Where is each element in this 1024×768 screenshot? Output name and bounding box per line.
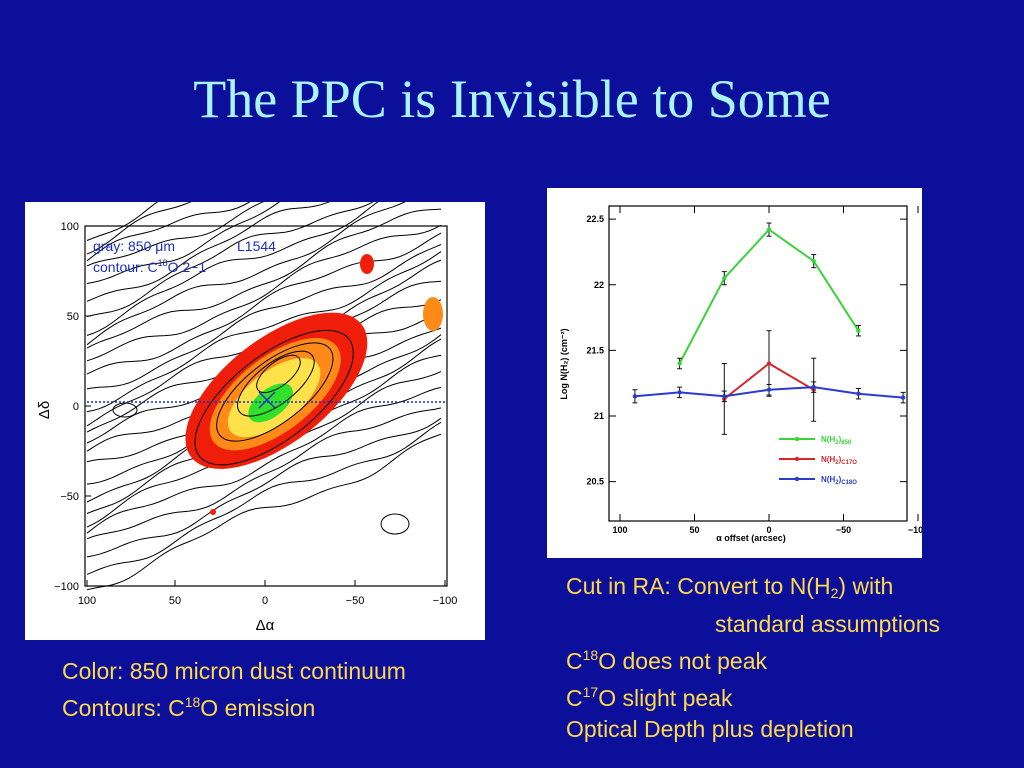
left-caption-line1: Color: 850 micron dust continuum	[62, 658, 406, 684]
contour-line	[86, 224, 442, 362]
data-point	[722, 275, 727, 281]
right-caption-line5: Optical Depth plus depletion	[566, 716, 854, 742]
center-cross-marker	[258, 391, 276, 409]
data-point	[811, 384, 816, 390]
chart-legend: N(H2)850 N(H2)C17O N(H2)C18O	[779, 435, 857, 486]
chart-y-tick-label: 21	[594, 411, 604, 421]
chart-x-tick-label: −50	[836, 525, 851, 535]
dust-emission-map	[185, 312, 368, 469]
chart-y-tick-label: 21.5	[586, 345, 604, 355]
contour-y-tick-label: 0	[73, 401, 79, 413]
left-caption: Color: 850 micron dust continuum Contour…	[62, 656, 406, 724]
contour-line	[86, 208, 442, 349]
chart-x-tick-label: 50	[689, 525, 699, 535]
data-point	[856, 391, 861, 396]
contour-x-tick-label: −50	[346, 595, 365, 607]
data-point	[811, 258, 816, 264]
contour-x-ticks: 100 50 0 −50 −100	[78, 580, 458, 607]
contour-x-tick-label: −100	[433, 595, 458, 607]
contour-line	[86, 185, 442, 346]
chart-x-tick-label: 0	[766, 525, 771, 535]
data-point	[766, 387, 772, 392]
contour-line	[86, 251, 442, 413]
right-caption-line2: standard assumptions	[715, 611, 941, 637]
left-caption-line2: Contours: C18O emission	[62, 694, 316, 721]
chart-x-axis-label: α offset (arcsec)	[716, 533, 786, 543]
legend-entry: N(H2)850	[821, 435, 852, 446]
dust-spot-south	[210, 509, 216, 515]
chart-series-2	[632, 381, 906, 404]
dust-spot-north	[360, 254, 374, 274]
contour-line	[86, 232, 442, 375]
contour-line	[86, 244, 442, 390]
contour-y-tick-label: 50	[67, 311, 79, 323]
core-contours	[194, 329, 354, 466]
chart-y-tick-label: 20.5	[586, 477, 604, 487]
chart-x-tick-label: 100	[612, 525, 627, 535]
data-point	[677, 361, 682, 366]
contour-map-svg: gray: 850 μm L1544 contour: C18O 2−1 100 5…	[36, 81, 458, 634]
contour-line	[86, 433, 442, 591]
contour-y-tick-label: −100	[54, 581, 79, 593]
chart-y-tick-label: 22.5	[586, 214, 604, 224]
data-point	[766, 227, 772, 232]
contour-line	[86, 421, 442, 575]
contour-line	[86, 417, 442, 558]
contour-line	[86, 407, 442, 540]
contour-x-tick-label: 50	[169, 595, 181, 607]
contour-y-axis-label: Δδ	[36, 401, 53, 419]
data-point	[900, 395, 906, 400]
chart-axis-ticks: 100 50 0 −50 −100 20.5 21 21.5 22 22.5	[586, 206, 928, 535]
data-point	[766, 361, 772, 366]
chart-frame	[608, 205, 908, 522]
contour-y-tick-label: −50	[60, 491, 79, 503]
data-point	[632, 394, 638, 399]
contour-legend-line1: gray: 850 μm L1544	[93, 238, 276, 254]
contour-y-ticks: 100 50 0 −50 −100	[54, 221, 91, 593]
right-caption-line1: Cut in RA: Convert to N(H2) with	[566, 573, 894, 601]
legend-entry: N(H2)C18O	[821, 475, 857, 486]
contour-x-tick-label: 0	[262, 595, 268, 607]
contour-line	[86, 386, 442, 534]
chart-series-group	[632, 222, 906, 435]
chart-x-tick-label: −100	[908, 525, 922, 535]
data-point	[722, 394, 727, 399]
right-caption-line4: C17O slight peak	[566, 684, 733, 711]
chart-series-1	[721, 330, 817, 435]
data-point	[856, 328, 861, 333]
contour-map-figure: gray: 850 μm L1544 contour: C18O 2−1 100 5…	[25, 81, 485, 640]
chart-series-0	[677, 222, 861, 370]
chart-y-axis-label: Log N(H₂) (cm⁻²)	[559, 328, 569, 399]
slide-title: The PPC is Invisible to Some	[193, 69, 831, 129]
right-caption: Cut in RA: Convert to N(H2) with standar…	[566, 571, 940, 745]
dust-spot-east	[423, 297, 443, 331]
contour-y-tick-label: 100	[61, 221, 79, 233]
contour-x-axis-label: Δα	[256, 617, 275, 634]
legend-entry: N(H2)C17O	[821, 455, 857, 466]
chart-y-tick-label: 22	[594, 280, 604, 290]
contour-x-tick-label: 100	[78, 595, 96, 607]
data-point	[677, 390, 682, 395]
right-caption-line3: C18O does not peak	[566, 647, 767, 674]
contour-legend-line2: contour: C18O 2−1	[93, 258, 206, 275]
